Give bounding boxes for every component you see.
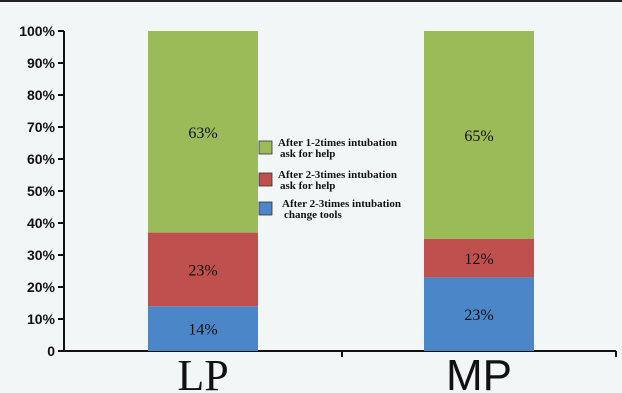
legend-swatch bbox=[258, 172, 273, 187]
bar-segment bbox=[148, 306, 258, 351]
x-category-label: MP bbox=[446, 351, 512, 393]
bar-data-label: 63% bbox=[188, 125, 217, 142]
y-tick-label: 50% bbox=[27, 183, 56, 199]
legend-swatch bbox=[258, 140, 273, 155]
legend-label: ask for help bbox=[280, 148, 335, 160]
y-tick-label: 60% bbox=[27, 151, 56, 167]
bar-data-label: 23% bbox=[464, 307, 493, 324]
y-tick-label: 70% bbox=[27, 119, 56, 135]
y-tick-label: 20% bbox=[27, 279, 56, 295]
legend-label: change tools bbox=[284, 209, 342, 221]
legend-label: After 2-3times intubation bbox=[278, 169, 397, 181]
y-tick-label: 30% bbox=[27, 247, 56, 263]
y-tick-label: 40% bbox=[27, 215, 56, 231]
legend-label: After 1-2times intubation bbox=[278, 137, 397, 149]
legend-label: After 2-3times intubation bbox=[282, 198, 401, 210]
bar-data-label: 12% bbox=[464, 251, 493, 268]
bar-segment bbox=[424, 31, 534, 239]
bar-segment bbox=[148, 232, 258, 307]
y-tick-label: 10% bbox=[27, 311, 56, 327]
y-tick-label: 90% bbox=[27, 55, 56, 71]
bar-segment bbox=[424, 239, 534, 278]
y-tick-label: 100% bbox=[19, 23, 55, 39]
y-tick-label: 80% bbox=[27, 87, 56, 103]
y-tick-label: 0 bbox=[47, 343, 55, 359]
legend-swatch bbox=[258, 201, 273, 216]
bar-data-label: 65% bbox=[464, 128, 493, 145]
bar-data-label: 14% bbox=[188, 322, 217, 339]
bar-segment bbox=[148, 31, 258, 233]
legend-label: ask for help bbox=[280, 180, 335, 192]
bar-data-label: 23% bbox=[188, 262, 217, 279]
x-category-label: LP bbox=[177, 351, 228, 393]
bar-segment bbox=[424, 277, 534, 351]
top-border-line bbox=[0, 0, 622, 2]
